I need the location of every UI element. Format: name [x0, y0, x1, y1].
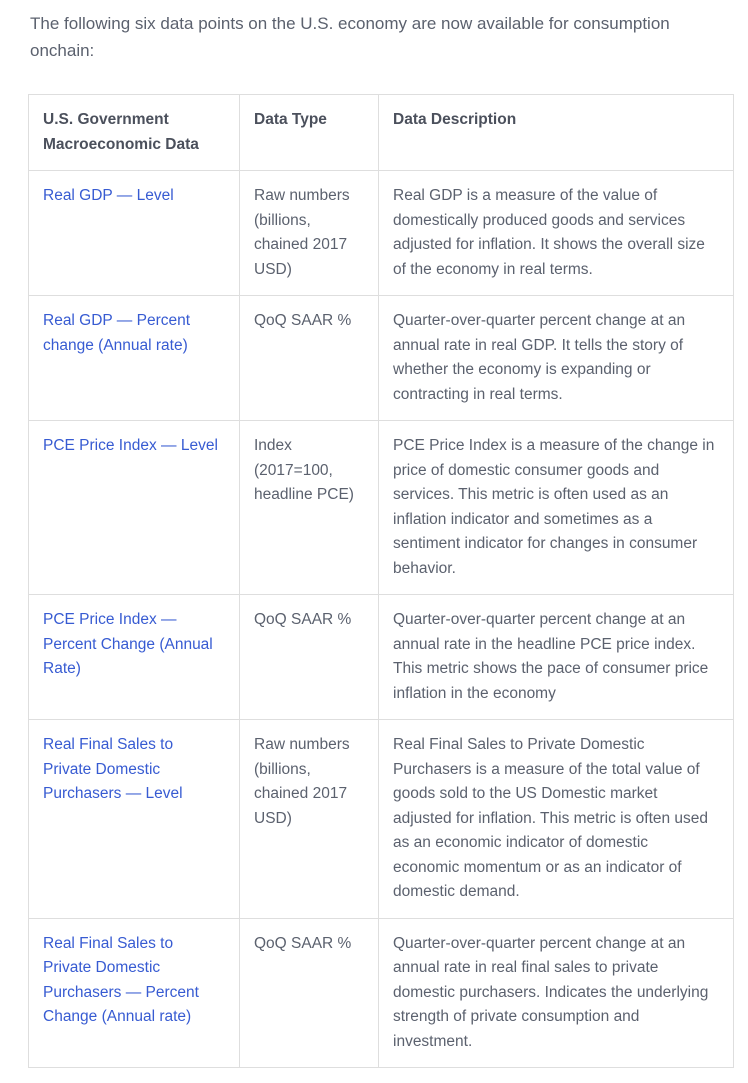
- table-row-pce-price-index-level: PCE Price Index — Level Index (2017=100,…: [28, 420, 734, 595]
- column-header-data-description: Data Description: [378, 94, 734, 171]
- data-type-cell: Raw numbers (billions, chained 2017 USD): [239, 170, 379, 296]
- data-point-name-cell: Real GDP — Level: [28, 170, 240, 296]
- table-row-real-final-sales-percent-change: Real Final Sales to Private Domestic Pur…: [28, 917, 734, 1068]
- table-header-row: U.S. Government Macroeconomic Data Data …: [28, 94, 734, 171]
- data-description-cell: Quarter-over-quarter percent change at a…: [378, 917, 734, 1068]
- link-real-final-sales-percent-change[interactable]: Real Final Sales to Private Domestic Pur…: [43, 934, 199, 1026]
- data-type-cell: QoQ SAAR %: [239, 295, 379, 421]
- table-row-real-final-sales-level: Real Final Sales to Private Domestic Pur…: [28, 719, 734, 919]
- link-real-final-sales-level[interactable]: Real Final Sales to Private Domestic Pur…: [43, 736, 183, 802]
- data-description-cell: Quarter-over-quarter percent change at a…: [378, 295, 734, 421]
- data-description-cell: Real Final Sales to Private Domestic Pur…: [378, 719, 734, 919]
- data-point-name-cell: Real Final Sales to Private Domestic Pur…: [28, 719, 240, 919]
- intro-paragraph: The following six data points on the U.S…: [30, 14, 670, 60]
- data-description-cell: Quarter-over-quarter percent change at a…: [378, 594, 734, 720]
- link-real-gdp-level[interactable]: Real GDP — Level: [43, 187, 174, 204]
- data-type-cell: Index (2017=100, headline PCE): [239, 420, 379, 595]
- link-pce-price-index-level[interactable]: PCE Price Index — Level: [43, 437, 218, 454]
- data-point-name-cell: PCE Price Index — Percent Change (Annual…: [28, 594, 240, 720]
- data-description-cell: PCE Price Index is a measure of the chan…: [378, 420, 734, 595]
- data-point-name-cell: PCE Price Index — Level: [28, 420, 240, 595]
- column-header-data-type: Data Type: [239, 94, 379, 171]
- data-description-cell: Real GDP is a measure of the value of do…: [378, 170, 734, 296]
- table-row-real-gdp-level: Real GDP — Level Raw numbers (billions, …: [28, 170, 734, 296]
- data-type-cell: Raw numbers (billions, chained 2017 USD): [239, 719, 379, 919]
- column-header-macroeconomic-data: U.S. Government Macroeconomic Data: [28, 94, 240, 171]
- link-real-gdp-percent-change[interactable]: Real GDP — Percent change (Annual rate): [43, 312, 191, 354]
- link-pce-price-index-percent-change[interactable]: PCE Price Index — Percent Change (Annual…: [43, 611, 213, 677]
- data-type-cell: QoQ SAAR %: [239, 594, 379, 720]
- data-type-cell: QoQ SAAR %: [239, 917, 379, 1068]
- data-point-name-cell: Real GDP — Percent change (Annual rate): [28, 295, 240, 421]
- data-point-name-cell: Real Final Sales to Private Domestic Pur…: [28, 917, 240, 1068]
- table-row-real-gdp-percent-change: Real GDP — Percent change (Annual rate) …: [28, 295, 734, 421]
- macro-data-table: U.S. Government Macroeconomic Data Data …: [28, 94, 734, 1068]
- table-row-pce-price-index-percent-change: PCE Price Index — Percent Change (Annual…: [28, 594, 734, 720]
